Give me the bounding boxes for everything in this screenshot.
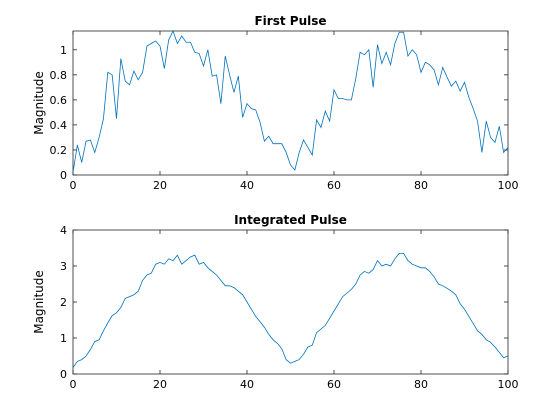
y-tick-label: 0.6 <box>50 94 68 107</box>
y-axis-label: Magnitude <box>32 270 46 334</box>
y-tick-label: 0 <box>60 169 67 182</box>
x-tick-label: 100 <box>498 179 519 192</box>
y-tick-label: 3 <box>60 260 67 273</box>
x-tick-label: 40 <box>240 378 254 391</box>
x-tick-label: 40 <box>240 179 254 192</box>
chart-integrated-pulse: Integrated Pulse Magnitude 0 20 40 60 80 100 0 1 2… <box>32 213 519 391</box>
series-line <box>72 29 509 173</box>
x-tick-label: 0 <box>70 179 77 192</box>
x-tick-label: 0 <box>70 378 77 391</box>
plot-area <box>72 229 509 375</box>
x-tick-label: 80 <box>414 179 428 192</box>
x-tick-label: 80 <box>414 378 428 391</box>
y-axis-label: Magnitude <box>32 71 46 135</box>
y-tick-label: 2 <box>60 296 67 309</box>
y-tick-label: 4 <box>60 224 67 237</box>
chart-title: First Pulse <box>254 14 326 28</box>
y-tick-label: 0.4 <box>50 119 68 132</box>
x-tick-label: 20 <box>153 179 167 192</box>
series-line <box>72 252 509 368</box>
plot-area <box>72 30 509 176</box>
x-tick-label: 20 <box>153 378 167 391</box>
chart-title: Integrated Pulse <box>234 213 347 227</box>
x-tick-label: 60 <box>327 378 341 391</box>
y-tick-label: 0.8 <box>50 69 68 82</box>
x-tick-label: 60 <box>327 179 341 192</box>
chart-first-pulse: First Pulse Magnitude 0 20 40 60 80 100 0 0.2 0.4 0… <box>32 14 519 192</box>
y-tick-label: 0.2 <box>50 144 68 157</box>
y-tick-label: 1 <box>60 332 67 345</box>
y-tick-label: 1 <box>60 44 67 57</box>
y-tick-label: 0 <box>60 368 67 381</box>
x-tick-label: 100 <box>498 378 519 391</box>
